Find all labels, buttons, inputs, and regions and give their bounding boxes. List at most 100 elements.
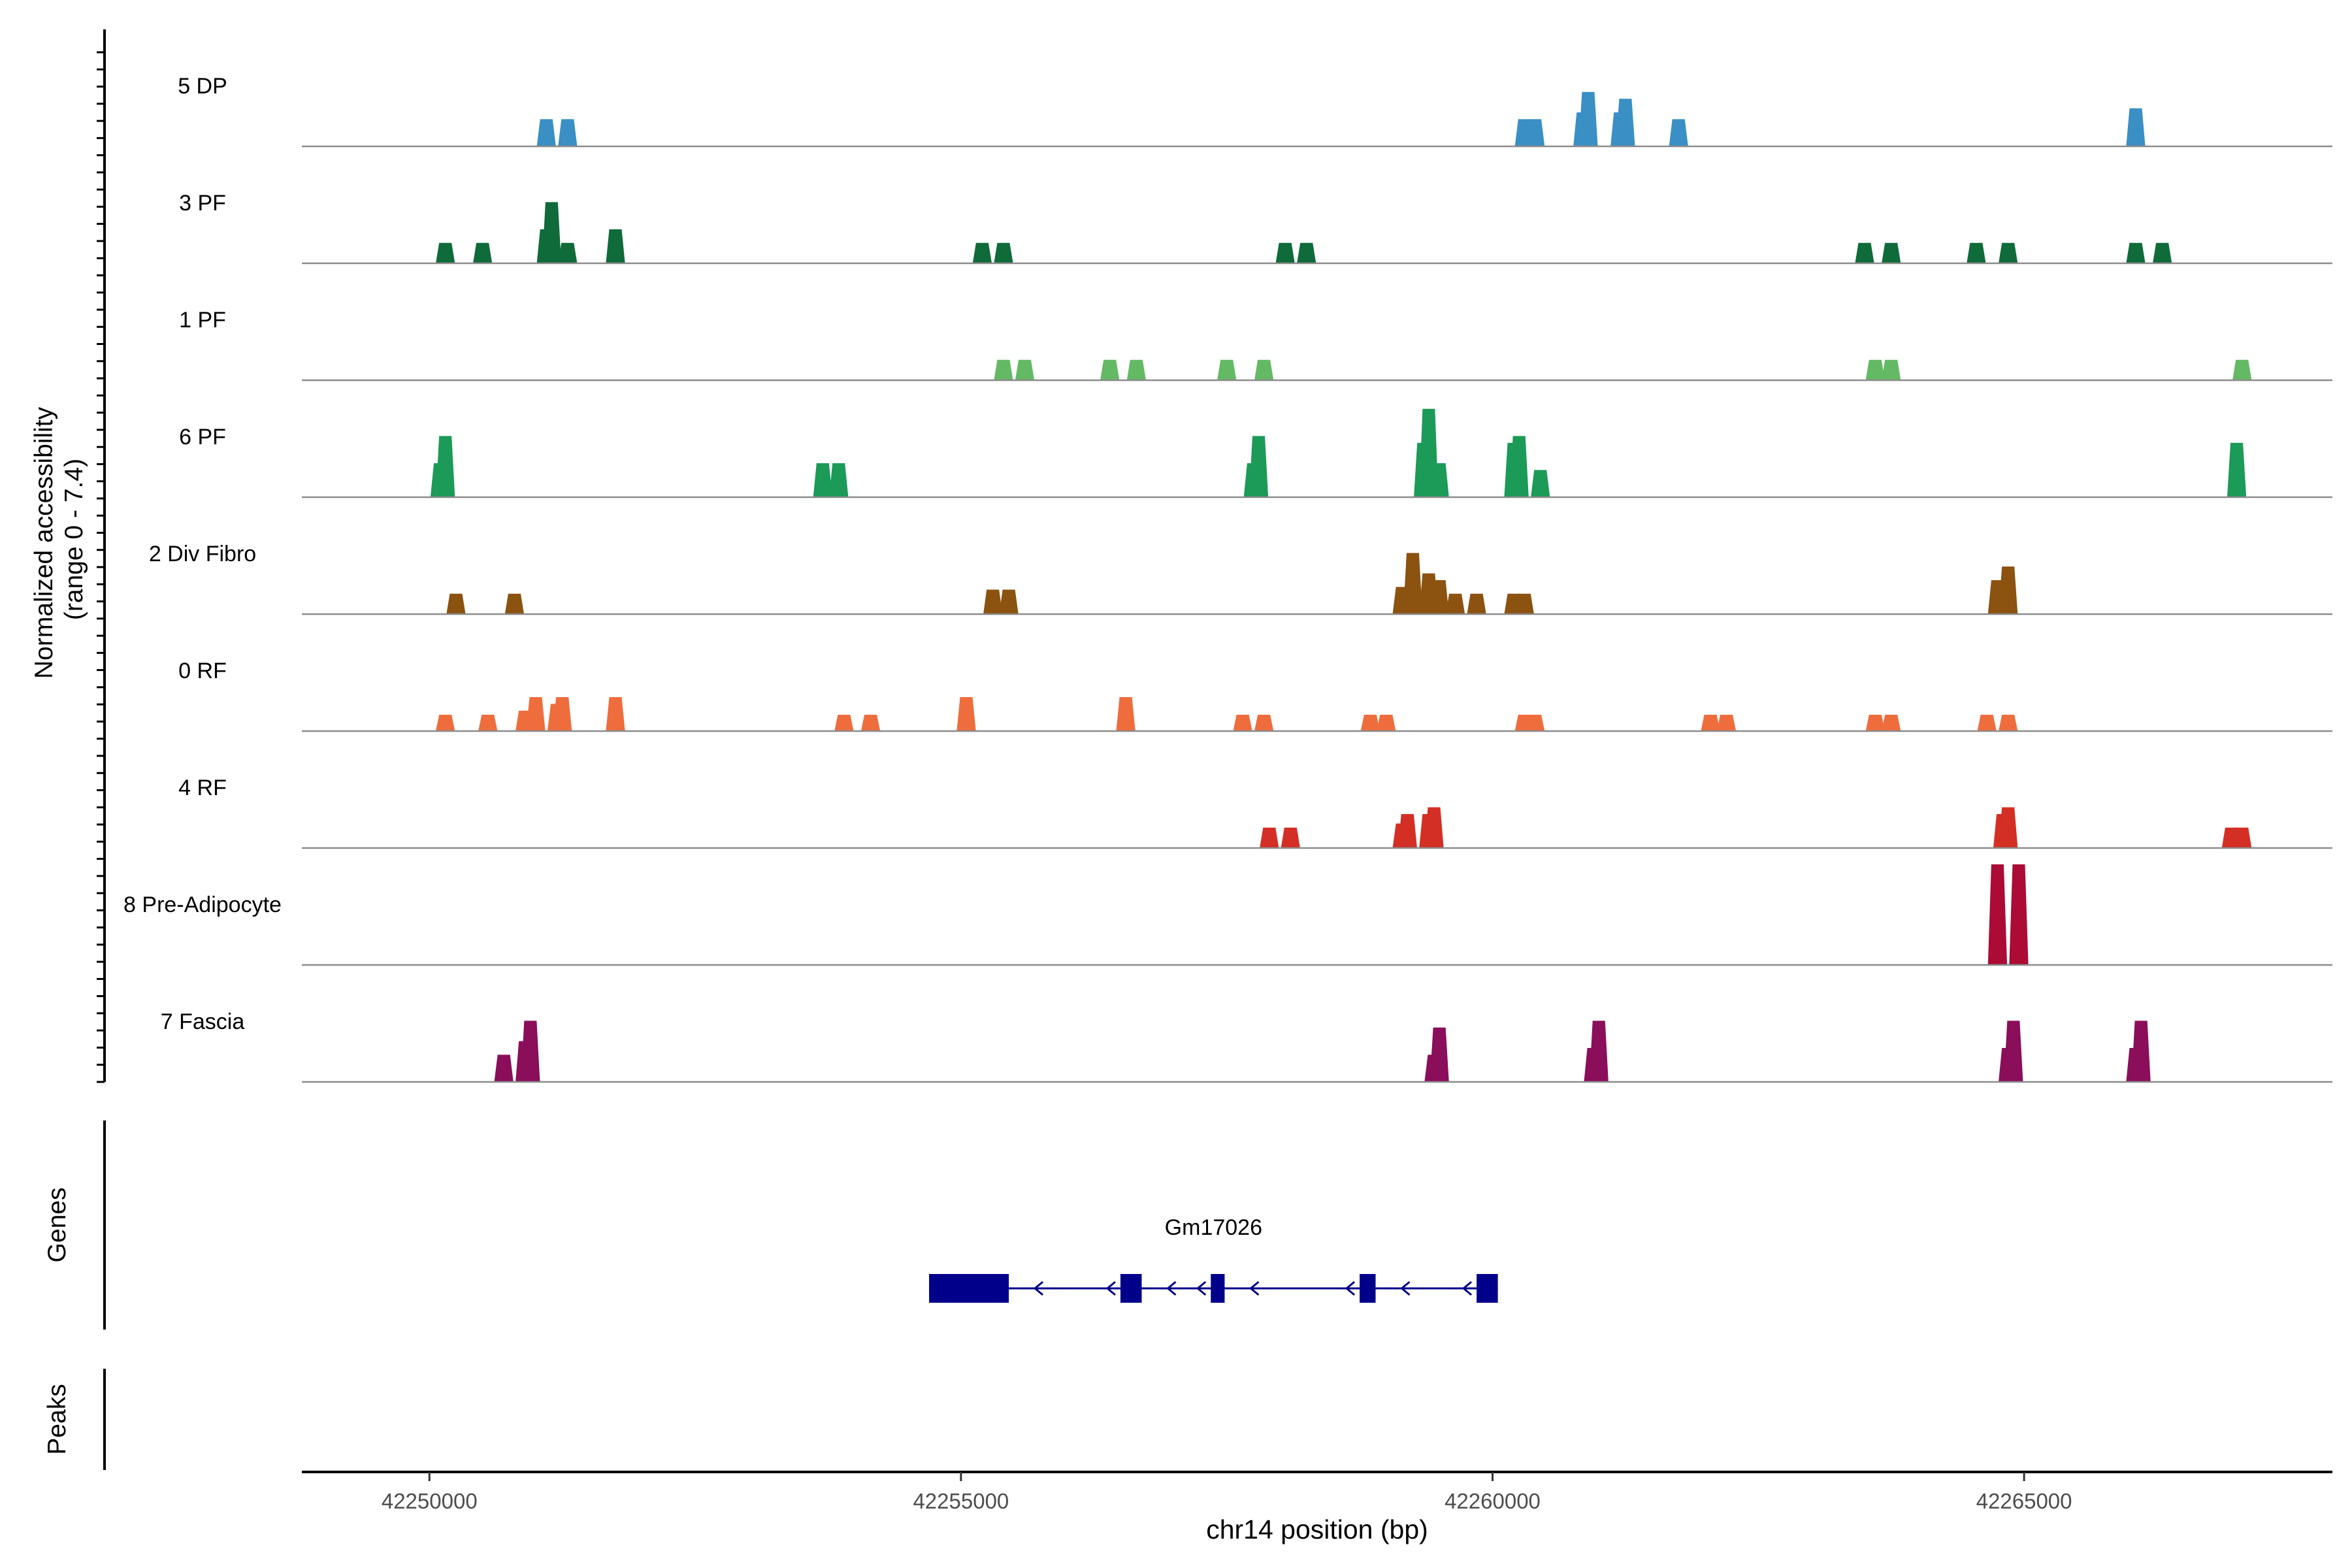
y-axis-label-line2: (range 0 - 7.4) bbox=[60, 459, 88, 620]
gene-exon bbox=[1477, 1274, 1498, 1303]
coverage-peak bbox=[2004, 1021, 2023, 1082]
x-axis: 42250000 42255000 42260000 42265000 bbox=[302, 1471, 2332, 1513]
coverage-peak bbox=[1589, 1021, 1609, 1082]
coverage-peak bbox=[2152, 242, 2172, 263]
genes-panel: Gm17026 bbox=[103, 1120, 1498, 1330]
strand-arrow bbox=[1249, 1281, 1260, 1296]
coverage-peak bbox=[1865, 715, 1885, 731]
coverage-peak bbox=[994, 242, 1013, 263]
x-tick-label: 42255000 bbox=[913, 1489, 1009, 1513]
coverage-peak bbox=[1531, 470, 1550, 497]
coverage-peak bbox=[1217, 359, 1237, 380]
strand-arrow bbox=[1462, 1281, 1473, 1296]
x-tick-label: 42265000 bbox=[1976, 1489, 2072, 1513]
coverage-peak bbox=[813, 463, 832, 497]
coverage-peak bbox=[1397, 813, 1417, 848]
coverage-peak bbox=[2126, 108, 2146, 146]
coverage-peak bbox=[956, 696, 976, 731]
coverage-peak bbox=[1254, 359, 1274, 380]
coverage-peak bbox=[1424, 807, 1444, 848]
coverage-peak bbox=[1882, 242, 1901, 263]
coverage-peak bbox=[829, 463, 849, 497]
coverage-peak bbox=[504, 593, 525, 614]
coverage-peak bbox=[1467, 593, 1486, 614]
coverage-peak bbox=[860, 715, 881, 731]
track-label: 6 PF bbox=[179, 425, 226, 449]
coverage-peak bbox=[1578, 91, 1598, 146]
coverage-peak bbox=[1967, 242, 1986, 263]
coverage-peak bbox=[1616, 99, 1635, 146]
gene-exon bbox=[929, 1274, 1009, 1303]
coverage-peak bbox=[1116, 696, 1135, 731]
coverage-peak bbox=[494, 1054, 514, 1082]
track-8-pre-adipocyte: 8 Pre-Adipocyte bbox=[123, 864, 2332, 966]
coverage-peak bbox=[446, 593, 466, 614]
coverage-peak bbox=[1254, 715, 1274, 731]
coverage-peak bbox=[1429, 580, 1449, 614]
strand-arrow bbox=[1033, 1281, 1044, 1296]
x-axis-label: chr14 position (bp) bbox=[1206, 1514, 1428, 1544]
coverage-peak bbox=[1855, 242, 1874, 263]
strand-arrow bbox=[1345, 1281, 1356, 1296]
coverage-peak bbox=[436, 436, 455, 497]
coverage-peak bbox=[1525, 715, 1545, 731]
coverage-peak bbox=[1360, 715, 1380, 731]
coverage-peak bbox=[553, 696, 572, 731]
coverage-peak bbox=[983, 589, 1003, 614]
track-label: 4 RF bbox=[178, 776, 227, 800]
track-2-div-fibro: 2 Div Fibro bbox=[149, 542, 2332, 615]
coverage-peak bbox=[1882, 715, 1901, 731]
coverage-peak bbox=[436, 715, 455, 731]
x-tick-label: 42250000 bbox=[382, 1489, 478, 1513]
track-6-pf: 6 PF bbox=[179, 408, 2332, 498]
strand-arrow bbox=[1400, 1281, 1411, 1296]
track-1-pf: 1 PF bbox=[179, 308, 2332, 382]
track-label: 7 Fascia bbox=[161, 1009, 245, 1034]
y-axis bbox=[97, 29, 106, 1083]
coverage-peak bbox=[1100, 359, 1120, 380]
genes-panel-label: Genes bbox=[43, 1188, 71, 1263]
coverage-peak bbox=[972, 242, 992, 263]
coverage-peak bbox=[1514, 593, 1534, 614]
coverage-peak bbox=[1999, 242, 2018, 263]
coverage-peak bbox=[1445, 593, 1465, 614]
coverage-peak bbox=[1999, 715, 2018, 731]
gene-exon bbox=[1360, 1274, 1376, 1303]
coverage-peak bbox=[1233, 715, 1252, 731]
track-5-dp: 5 DP bbox=[178, 74, 2332, 148]
strand-arrow bbox=[1196, 1281, 1207, 1296]
coverage-peak bbox=[2009, 864, 2029, 965]
track-label: 3 PF bbox=[179, 191, 226, 216]
track-7-fascia: 7 Fascia bbox=[161, 1009, 2332, 1083]
x-tick-label: 42260000 bbox=[1445, 1489, 1541, 1513]
gene-exon bbox=[1120, 1274, 1142, 1303]
coverage-tracks: 5 DP 3 PF 1 PF 6 PF 2 Div Fibro 0 RF 4 RF 8 Pre… bbox=[123, 74, 2332, 1083]
coverage-peak bbox=[1882, 359, 1901, 380]
strand-arrow bbox=[1105, 1281, 1116, 1296]
coverage-peak bbox=[1701, 715, 1720, 731]
coverage-peak bbox=[994, 359, 1013, 380]
track-label: 1 PF bbox=[179, 308, 226, 333]
coverage-peak bbox=[1281, 827, 1300, 848]
coverage-peak bbox=[1260, 827, 1279, 848]
track-4-rf: 4 RF bbox=[178, 776, 2332, 849]
coverage-peak bbox=[542, 202, 562, 263]
coverage-peak bbox=[999, 589, 1019, 614]
coverage-peak bbox=[1377, 715, 1396, 731]
track-3-pf: 3 PF bbox=[179, 191, 2332, 265]
track-label: 8 Pre-Adipocyte bbox=[123, 892, 282, 917]
coverage-peak bbox=[1999, 566, 2018, 614]
coverage-peak bbox=[1987, 864, 2008, 965]
coverage-peak bbox=[1297, 242, 1316, 263]
coverage-peak bbox=[1977, 715, 1997, 731]
coverage-peak bbox=[1249, 436, 1269, 497]
coverage-peak bbox=[2232, 827, 2252, 848]
coverage-peak bbox=[2232, 359, 2252, 380]
y-axis-label: Normalized accessibility (range 0 - 7.4) bbox=[30, 400, 88, 679]
coverage-peak bbox=[521, 1021, 540, 1082]
coverage-peak bbox=[2227, 442, 2247, 497]
track-label: 2 Div Fibro bbox=[149, 542, 256, 566]
coverage-peak bbox=[536, 119, 556, 146]
coverage-peak bbox=[1669, 119, 1688, 146]
